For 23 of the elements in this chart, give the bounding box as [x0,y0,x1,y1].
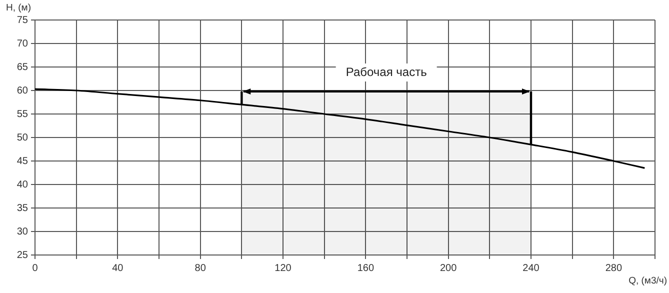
x-tick-label: 80 [194,262,206,274]
x-tick-label: 0 [32,262,38,274]
y-tick-label: 30 [16,226,28,238]
y-tick-label: 40 [16,179,28,190]
y-tick-label: 50 [16,132,28,144]
x-tick-label: 120 [274,262,292,274]
x-tick-label: 160 [357,262,374,274]
x-axis-title: Q, (м3/ч) [628,276,667,287]
y-tick-label: 65 [16,62,28,73]
y-tick-label: 75 [16,14,28,26]
y-tick-label: 55 [16,108,28,120]
y-tick-label: 60 [16,85,28,96]
band-label: Рабочая часть [346,64,427,79]
y-tick-label: 35 [16,202,28,214]
x-tick-label: 280 [605,262,622,274]
x-tick-label: 200 [440,262,458,274]
y-axis-title: H, (м) [6,2,31,14]
x-tick-label: 40 [112,262,124,274]
y-tick-label: 45 [16,156,28,167]
x-tick-label: 240 [522,262,540,274]
y-tick-label: 25 [16,250,28,261]
line-series [35,88,646,169]
y-tick-label: 70 [16,38,28,50]
